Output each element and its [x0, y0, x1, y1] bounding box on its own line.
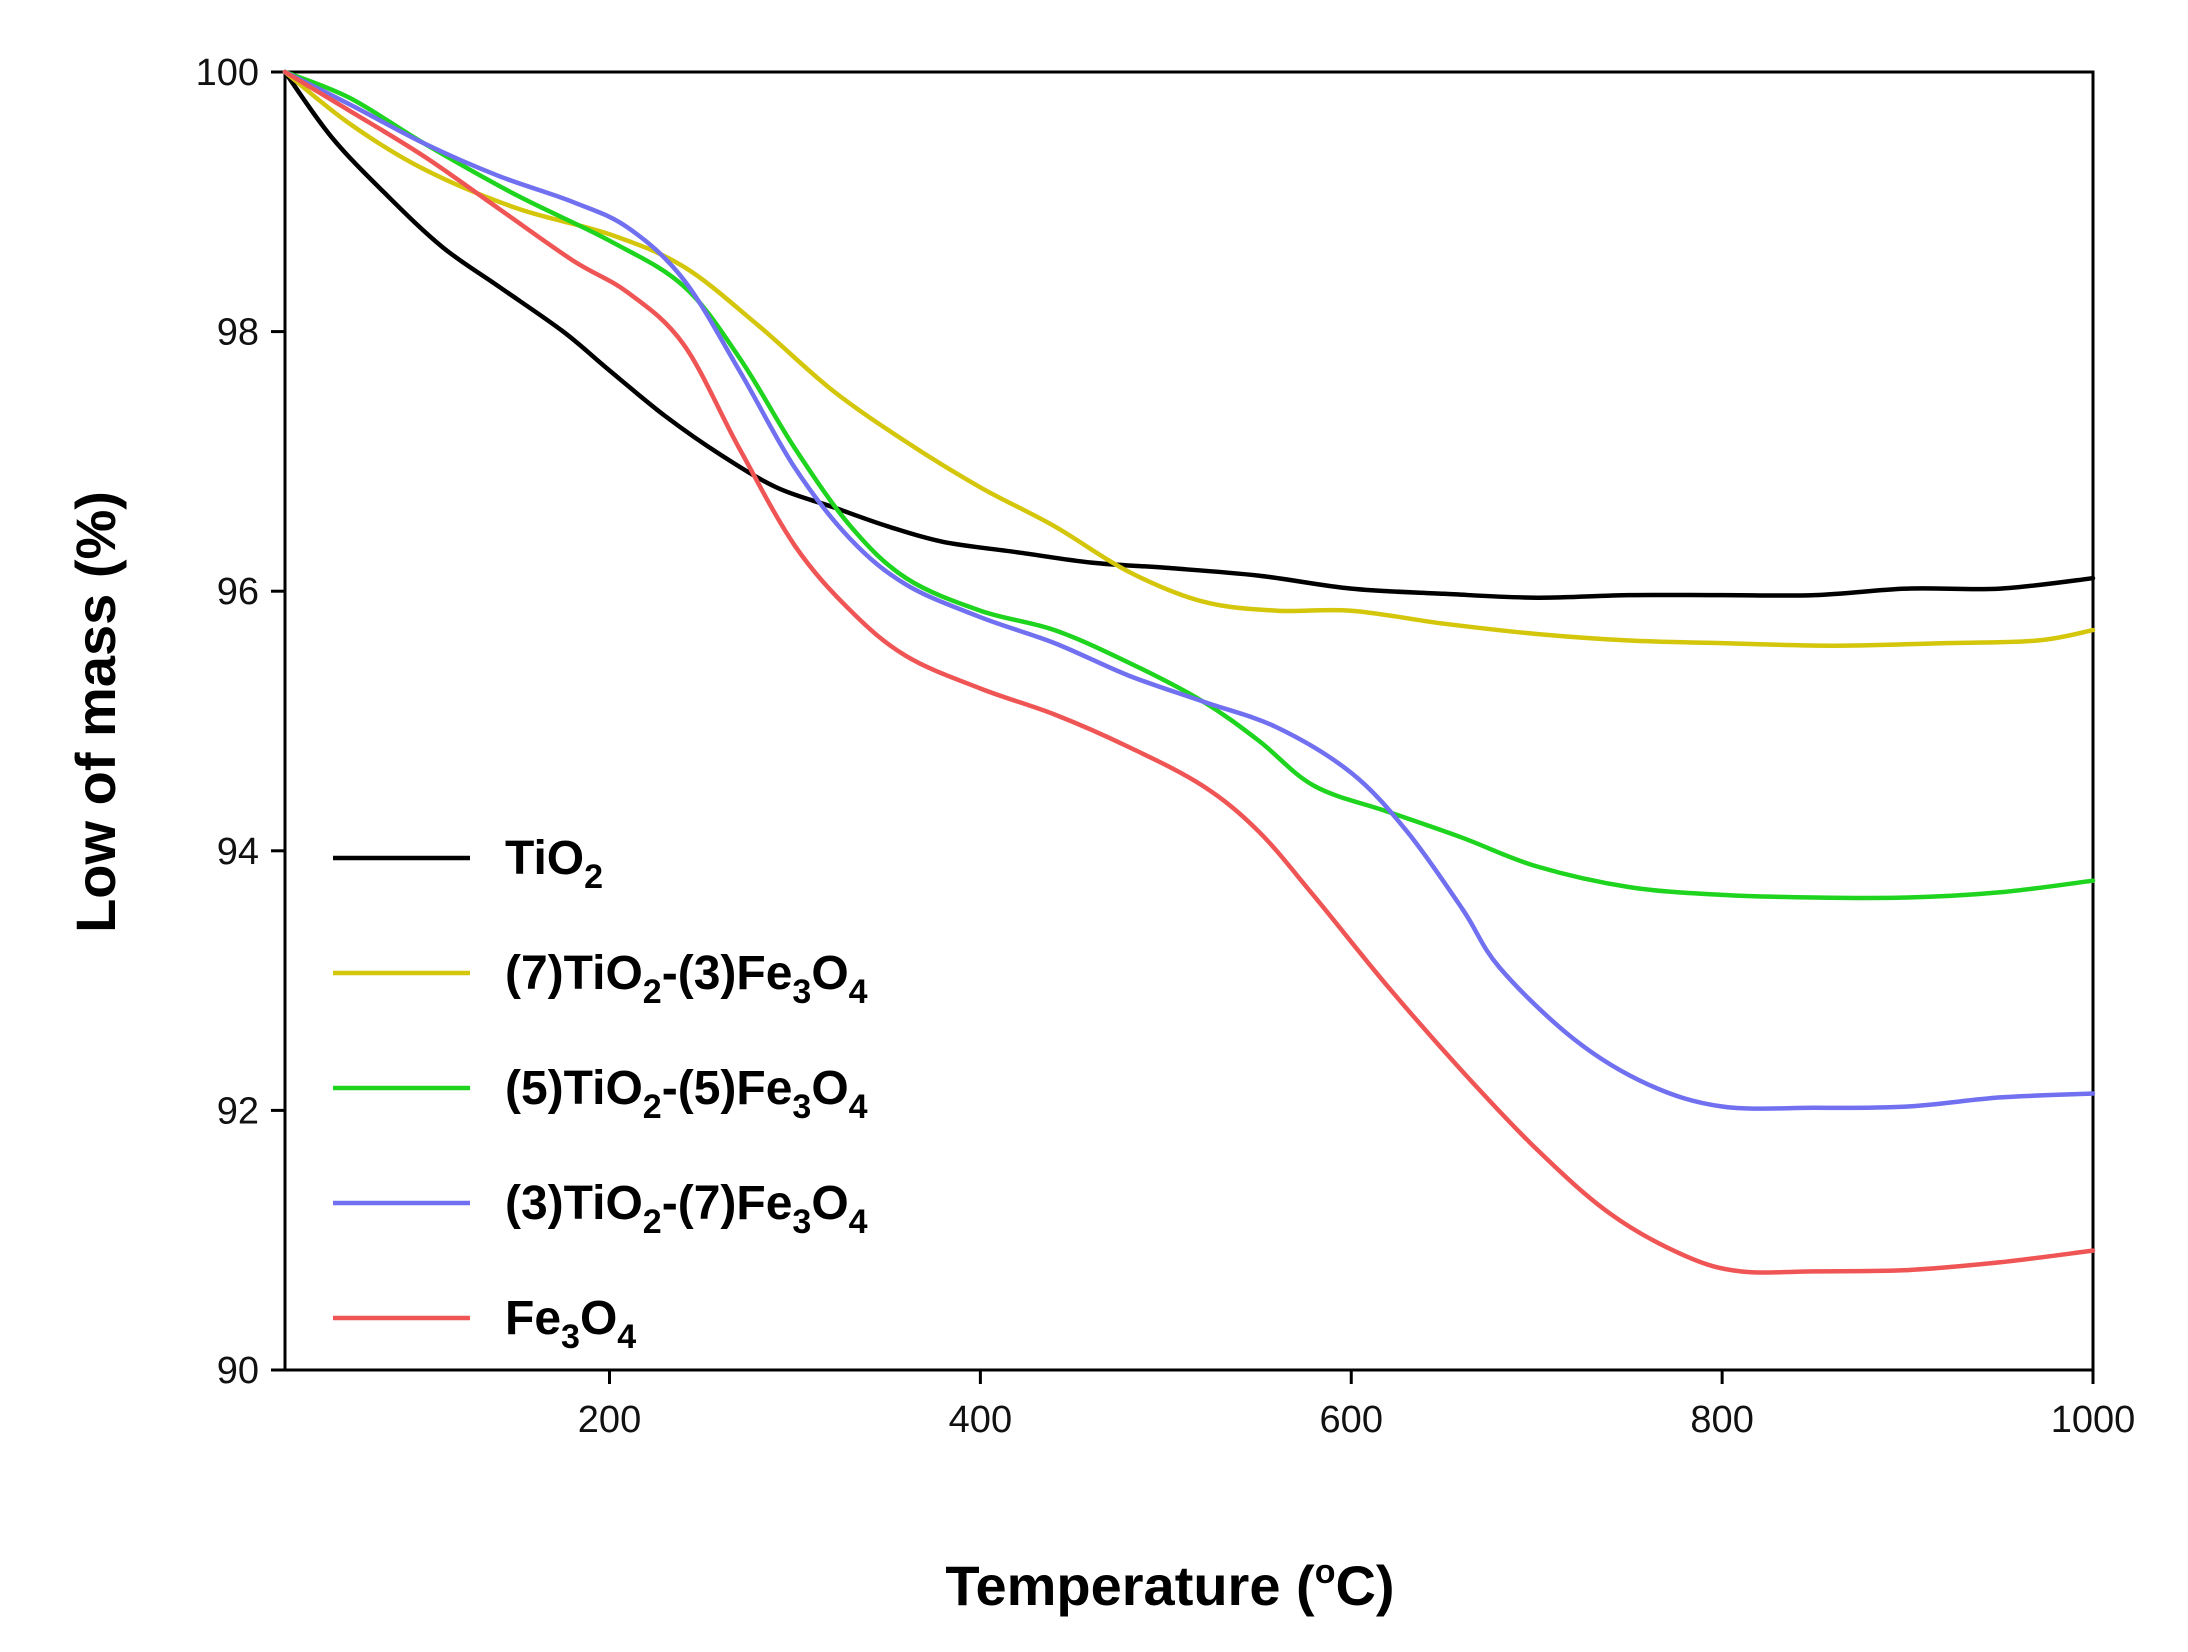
legend-label-tio2: TiO2 — [505, 832, 603, 896]
legend-label-part: O — [580, 1292, 617, 1345]
legend-label--3-tio2-7-fe3o4: (3)TiO2-(7)Fe3O4 — [505, 1177, 868, 1241]
x-axis-title-suffix: C) — [1335, 1554, 1394, 1617]
y-axis-title: Low of mass (%) — [64, 491, 127, 933]
series-line--5-tio2-5-fe3o4 — [282, 69, 2096, 901]
series-line--7-tio2-3-fe3o4 — [282, 69, 2096, 648]
legend-label-part: TiO — [505, 832, 584, 885]
legend-label-part: 4 — [849, 973, 868, 1011]
legend-label-part: 3 — [792, 1088, 811, 1126]
legend-label-part: -(7)Fe — [662, 1177, 793, 1230]
x-tick-label: 600 — [1320, 1399, 1383, 1441]
legend-label-fe3o4: Fe3O4 — [505, 1292, 636, 1356]
legend-label-part: 3 — [792, 973, 811, 1011]
legend-label-part: 3 — [561, 1318, 580, 1356]
x-tick-label: 1000 — [2051, 1399, 2136, 1441]
x-axis-title-superscript: o — [1315, 1553, 1336, 1591]
legend-label-part: -(3)Fe — [662, 947, 793, 1000]
x-tick-label: 200 — [578, 1399, 641, 1441]
legend-label-part: 2 — [643, 1203, 662, 1241]
y-tick-label: 90 — [217, 1350, 259, 1392]
y-tick-label: 98 — [217, 312, 259, 354]
legend-label-part: 2 — [643, 1088, 662, 1126]
series-line-tio2 — [282, 69, 2096, 600]
legend-label-part: 4 — [849, 1203, 868, 1241]
y-tick-label: 92 — [217, 1090, 259, 1132]
legend-label-part: (5)TiO — [505, 1062, 643, 1115]
legend-label-part: O — [811, 947, 848, 1000]
y-tick-label: 100 — [196, 52, 259, 94]
legend-label-part: (3)TiO — [505, 1177, 643, 1230]
legend-label-part: 2 — [643, 973, 662, 1011]
y-tick-label: 96 — [217, 571, 259, 613]
x-axis-ticks: 200 400 600 800 1000 — [578, 1370, 2135, 1441]
legend-label-part: 4 — [617, 1318, 636, 1356]
y-axis-ticks: 90 92 94 96 98 100 — [196, 52, 285, 1392]
x-tick-label: 400 — [949, 1399, 1012, 1441]
x-axis-title-prefix: Temperature ( — [945, 1554, 1315, 1617]
legend-label--5-tio2-5-fe3o4: (5)TiO2-(5)Fe3O4 — [505, 1062, 868, 1126]
legend: TiO2(7)TiO2-(3)Fe3O4(5)TiO2-(5)Fe3O4(3)T… — [333, 832, 868, 1356]
legend-label-part: 3 — [792, 1203, 811, 1241]
legend-label-part: 4 — [849, 1088, 868, 1126]
series-line--3-tio2-7-fe3o4 — [282, 69, 2096, 1111]
series-lines — [282, 69, 2096, 1275]
y-tick-label: 94 — [217, 831, 259, 873]
legend-label--7-tio2-3-fe3o4: (7)TiO2-(3)Fe3O4 — [505, 947, 868, 1011]
legend-label-part: O — [811, 1177, 848, 1230]
plot-frame — [283, 70, 2095, 1372]
legend-label-part: Fe — [505, 1292, 561, 1345]
legend-label-part: -(5)Fe — [662, 1062, 793, 1115]
series-line-fe3o4 — [282, 69, 2096, 1275]
legend-label-part: 2 — [584, 858, 603, 896]
legend-label-part: O — [811, 1062, 848, 1115]
legend-label-part: (7)TiO — [505, 947, 643, 1000]
x-axis-title: Temperature (oC) — [945, 1553, 1394, 1617]
x-tick-label: 800 — [1690, 1399, 1753, 1441]
